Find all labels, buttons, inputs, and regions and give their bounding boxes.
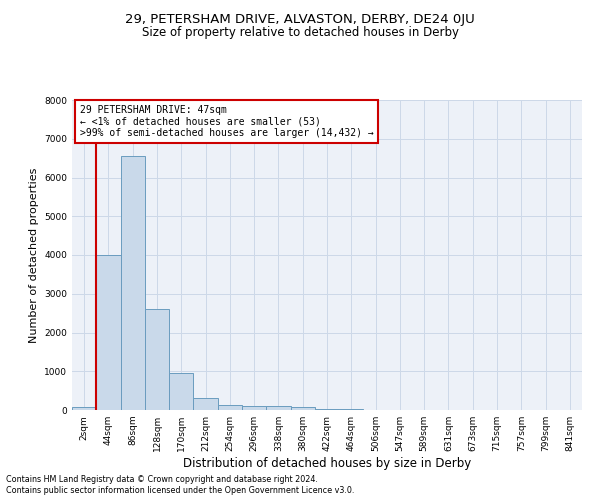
Text: Contains HM Land Registry data © Crown copyright and database right 2024.: Contains HM Land Registry data © Crown c… bbox=[6, 475, 318, 484]
Y-axis label: Number of detached properties: Number of detached properties bbox=[29, 168, 38, 342]
Bar bbox=[193, 398, 218, 410]
Bar bbox=[218, 405, 242, 410]
Text: Contains public sector information licensed under the Open Government Licence v3: Contains public sector information licen… bbox=[6, 486, 355, 495]
Bar bbox=[96, 255, 121, 410]
X-axis label: Distribution of detached houses by size in Derby: Distribution of detached houses by size … bbox=[183, 457, 471, 470]
Text: 29, PETERSHAM DRIVE, ALVASTON, DERBY, DE24 0JU: 29, PETERSHAM DRIVE, ALVASTON, DERBY, DE… bbox=[125, 12, 475, 26]
Bar bbox=[339, 409, 364, 410]
Text: Size of property relative to detached houses in Derby: Size of property relative to detached ho… bbox=[142, 26, 458, 39]
Bar bbox=[290, 407, 315, 410]
Bar bbox=[169, 373, 193, 410]
Bar bbox=[315, 409, 339, 410]
Bar bbox=[242, 406, 266, 410]
Bar bbox=[121, 156, 145, 410]
Bar bbox=[145, 309, 169, 410]
Bar bbox=[266, 406, 290, 410]
Bar bbox=[72, 407, 96, 410]
Text: 29 PETERSHAM DRIVE: 47sqm
← <1% of detached houses are smaller (53)
>99% of semi: 29 PETERSHAM DRIVE: 47sqm ← <1% of detac… bbox=[80, 104, 373, 138]
